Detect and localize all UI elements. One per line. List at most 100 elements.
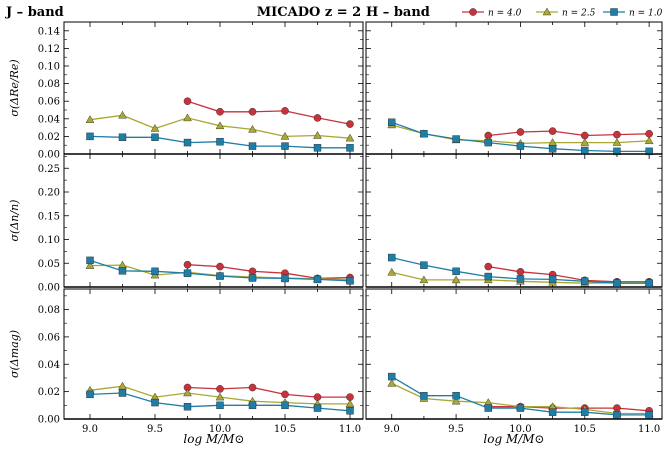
- data-point: [280, 131, 290, 140]
- data-point: [484, 404, 492, 412]
- series-triangle: [85, 110, 355, 142]
- x-axis-label-right: log M/M⊙: [483, 432, 544, 446]
- panel-H-row0: [365, 21, 663, 156]
- data-point: [452, 392, 460, 400]
- data-point: [216, 137, 224, 146]
- series-circle: [183, 97, 354, 128]
- y-tick-label: 0.05: [38, 259, 60, 270]
- y-tick-label: 0.06: [38, 332, 60, 343]
- series-square: [86, 389, 354, 415]
- data-point: [645, 129, 653, 138]
- legend-label: n = 4.0: [488, 9, 522, 19]
- series-line: [488, 265, 650, 283]
- series-line: [187, 100, 351, 125]
- legend: n = 4.0 n = 2.5 n = 1.0: [462, 7, 663, 19]
- data-point: [183, 388, 192, 397]
- panel-J-row0: 0.00 0.02 0.04 0.06 0.08 0.10 0.12 0.14 σ(ΔRe/Re…: [8, 21, 364, 161]
- legend-label: n = 1.0: [629, 9, 663, 19]
- data-point: [86, 256, 94, 265]
- data-point: [118, 389, 127, 397]
- data-point: [183, 402, 192, 411]
- data-point: [516, 142, 525, 150]
- data-point: [281, 274, 289, 283]
- data-point: [85, 115, 95, 123]
- legend-marker-square: [610, 8, 618, 16]
- data-point: [118, 133, 127, 141]
- data-point: [387, 267, 397, 276]
- data-point: [248, 383, 257, 392]
- data-point: [151, 133, 159, 141]
- data-point: [484, 138, 492, 147]
- y-tick-label: 0.08: [38, 305, 60, 316]
- data-point: [613, 411, 621, 419]
- panel-frame: [365, 288, 663, 420]
- series-line: [488, 130, 650, 137]
- data-point: [420, 261, 428, 269]
- data-point: [548, 145, 557, 153]
- legend-marker-triangle: [542, 7, 552, 16]
- legend-marker-circle: [469, 8, 477, 16]
- data-point: [281, 401, 289, 410]
- data-point: [85, 261, 95, 269]
- data-point: [151, 267, 159, 276]
- data-point: [313, 131, 322, 139]
- data-point: [86, 132, 94, 141]
- data-point: [420, 130, 428, 138]
- data-point: [644, 136, 654, 145]
- y-tick-label: 0.15: [38, 211, 60, 222]
- data-point: [248, 274, 257, 282]
- data-point: [419, 275, 429, 284]
- header-right-label: H – band: [366, 5, 430, 20]
- data-point: [645, 411, 653, 419]
- x-tick-label: 10.5: [574, 424, 596, 435]
- data-point: [216, 272, 224, 280]
- x-tick-label: 11.0: [339, 424, 361, 435]
- data-point: [215, 392, 225, 401]
- x-tick-label: 9.0: [384, 424, 400, 435]
- data-point: [452, 135, 460, 143]
- y-tick-label: 0.12: [38, 44, 60, 55]
- y-tick-label: 0.02: [38, 387, 60, 398]
- data-point: [118, 381, 127, 390]
- panels: 0.00 0.02 0.04 0.06 0.08 0.10 0.12 0.14 σ(ΔRe/Re…: [8, 21, 663, 435]
- series-square: [86, 256, 354, 285]
- data-point: [645, 279, 653, 287]
- x-tick-label: 9.5: [147, 424, 163, 435]
- data-point: [548, 127, 557, 135]
- panel-frame: [365, 153, 663, 288]
- data-point: [451, 396, 461, 405]
- data-point: [580, 138, 590, 146]
- y-tick-label: 0.14: [38, 26, 60, 37]
- y-tick-label: 0.20: [38, 188, 60, 199]
- data-point: [420, 392, 428, 400]
- data-point: [183, 97, 192, 105]
- data-point: [216, 385, 224, 393]
- data-point: [516, 404, 525, 412]
- y-axis-label: σ(Δn/n): [8, 200, 21, 242]
- x-tick-label: 9.5: [448, 424, 464, 435]
- data-point: [313, 275, 322, 284]
- panel-H-row2: 9.0 9.5 10.0 10.5 11.0: [365, 288, 663, 435]
- data-point: [248, 142, 257, 150]
- data-point: [388, 253, 396, 262]
- data-point: [451, 275, 461, 284]
- data-point: [516, 128, 525, 136]
- data-point: [613, 130, 621, 139]
- data-point: [346, 407, 354, 415]
- data-point: [346, 277, 354, 285]
- data-point: [183, 138, 192, 147]
- data-point: [388, 372, 396, 381]
- data-point: [516, 275, 525, 283]
- data-point: [281, 390, 289, 399]
- data-point: [346, 144, 354, 152]
- data-point: [150, 124, 160, 132]
- series-circle: [484, 127, 653, 140]
- x-tick-label: 10.0: [209, 424, 231, 435]
- data-point: [118, 110, 127, 119]
- y-tick-label: 0.25: [38, 164, 60, 175]
- data-point: [215, 121, 225, 130]
- data-point: [183, 260, 192, 269]
- data-point: [216, 262, 224, 271]
- data-point: [581, 277, 589, 285]
